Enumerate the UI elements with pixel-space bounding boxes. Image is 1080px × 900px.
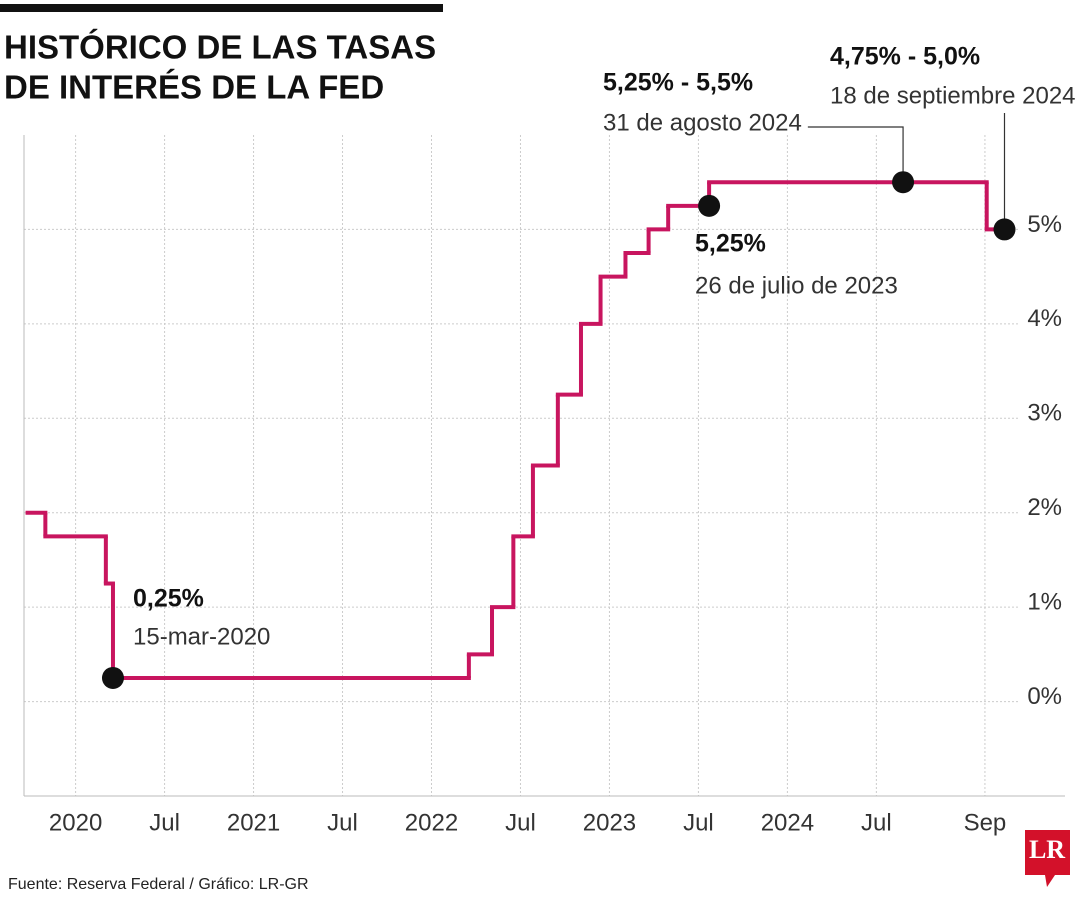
logo-box xyxy=(1025,830,1070,887)
chart-title: HISTÓRICO DE LAS TASAS xyxy=(4,29,436,66)
x-tick-label: Jul xyxy=(149,809,180,836)
x-tick-label: 2024 xyxy=(761,809,814,836)
annotation-value: 0,25% xyxy=(133,585,204,613)
y-tick-label: 2% xyxy=(1027,494,1062,521)
marker xyxy=(101,666,124,689)
annotation-value: 5,25% xyxy=(695,230,766,258)
x-tick-label: 2021 xyxy=(227,809,280,836)
y-tick-label: 0% xyxy=(1027,683,1062,710)
marker xyxy=(993,218,1016,241)
annotation-value: 5,25% - 5,5% xyxy=(603,69,753,97)
x-tick-label: 2023 xyxy=(583,809,636,836)
y-tick-label: 4% xyxy=(1027,305,1062,332)
x-tick-label: Jul xyxy=(505,809,536,836)
annotation-date: 15-mar-2020 xyxy=(133,623,270,650)
chart-title: DE INTERÉS DE LA FED xyxy=(4,69,384,106)
x-tick-label: 2022 xyxy=(405,809,458,836)
annotation-date: 18 de septiembre 2024 xyxy=(830,82,1076,109)
y-tick-label: 1% xyxy=(1027,588,1062,615)
x-tick-label: 2020 xyxy=(49,809,102,836)
logo: LR xyxy=(1029,835,1065,864)
callout xyxy=(807,126,904,183)
x-tick-label: Jul xyxy=(327,809,358,836)
marker xyxy=(698,194,721,217)
x-tick-label: Jul xyxy=(861,809,892,836)
y-tick-label: 5% xyxy=(1027,211,1062,238)
x-tick-label: Jul xyxy=(683,809,714,836)
source: Fuente: Reserva Federal / Gráfico: LR-GR xyxy=(8,876,309,893)
marker xyxy=(892,171,915,194)
top-bar xyxy=(0,4,443,12)
annotation-date: 26 de julio de 2023 xyxy=(695,272,898,299)
x-tick-label: Sep xyxy=(964,809,1007,836)
annotation-date: 31 de agosto 2024 xyxy=(603,109,802,136)
annotation-value: 4,75% - 5,0% xyxy=(830,43,980,71)
y-tick-label: 3% xyxy=(1027,400,1062,427)
